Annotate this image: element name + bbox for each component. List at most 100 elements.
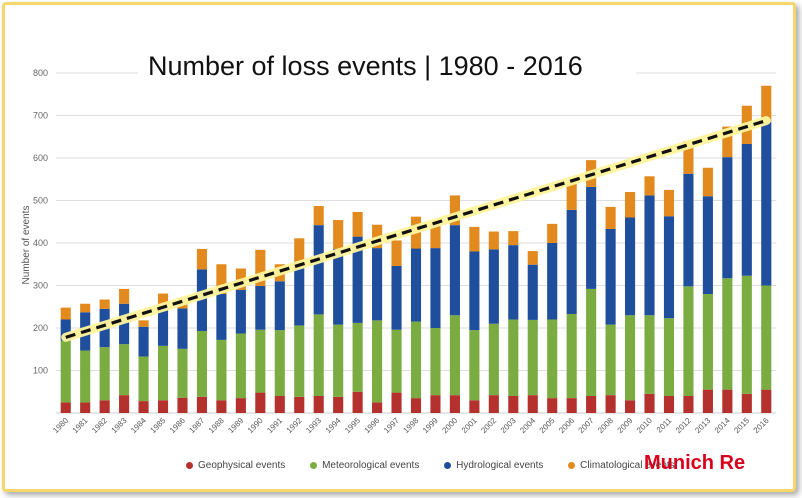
bar-segment [683,141,694,174]
x-tick-label: 2009 [616,416,635,435]
bar-segment [702,196,713,294]
bar-segment [586,288,597,396]
legend-item: Hydrological events [444,460,543,471]
legend-item: Meteorological events [310,460,419,471]
bar-segment [99,400,110,413]
bar-segment [119,395,130,413]
legend-label: Climatological events [580,460,675,471]
bar-segment [372,248,383,321]
x-tick-label: 1990 [246,416,265,435]
bar-segment [157,400,169,413]
x-tick-label: 2014 [713,416,732,435]
bar-segment [274,281,285,331]
x-tick-label: 1985 [148,416,167,435]
bar-segment [119,288,130,304]
trendline [61,116,771,342]
bar-segment [235,333,246,399]
bar-segment [722,278,733,390]
bar-segment [235,398,246,413]
bar-segment [761,389,772,413]
y-tick-label: 200 [33,323,48,333]
bar-segment [605,206,616,229]
bar-segment [527,319,538,396]
bar-segment [469,226,480,252]
bar-segment [527,251,538,265]
bar-segment [469,400,480,413]
legend-label: Geophysical events [198,460,286,471]
bar-segment [761,285,772,390]
x-tick-label: 2002 [479,416,498,435]
chart-title: Number of loss events | 1980 - 2016 [148,51,583,81]
y-tick-label: 700 [33,111,48,121]
bar-segment [644,195,655,316]
bar-segment [547,223,558,243]
bar-segment [683,173,694,287]
x-tick-label: 2007 [577,416,596,435]
bar-segment [488,395,499,413]
y-tick-label: 400 [33,238,48,248]
bar-segment [138,401,149,413]
bar-segment [333,324,344,397]
bar-segment [391,265,402,330]
bar-segment [449,395,460,413]
bar-segment [469,330,480,401]
bar-segment [313,314,324,396]
bar-segment [157,305,169,346]
bar-segment [644,176,655,196]
bar-segment [157,293,169,306]
bar-segment [410,321,422,399]
bar-segment [508,319,519,396]
bar-segment [508,396,519,413]
munich-re-logo: Munich Re [644,452,746,474]
bar-segment [177,308,188,349]
bar-segment [333,248,344,325]
bar-segment [60,402,71,413]
bar-segment [274,330,285,396]
bar-segment [605,395,616,413]
bar-segment [177,348,188,398]
bar-segment [624,217,636,316]
bar-segment [196,269,208,331]
trendline-dashed [65,119,767,339]
y-tick-labels: 100 200 300 400 500 600 700 800 [33,68,48,376]
bar-segment [391,240,402,266]
bar-segment [605,324,616,396]
bar-segment [761,121,772,286]
legend-item: Geophysical events [186,460,285,471]
legend-label: Hydrological events [456,460,544,471]
x-tick-label: 1981 [71,416,90,435]
x-tick-label: 2008 [596,416,615,435]
x-tick-label: 1991 [265,416,284,435]
bar-segment [605,228,616,325]
bar-segment [430,395,441,413]
y-tick-label: 600 [33,153,48,163]
bar-segment [372,402,383,413]
bar-segment [410,398,422,413]
bar-segment [488,231,499,250]
bar-segment [80,303,91,313]
bar-segment [196,396,208,413]
bar-segment [547,243,558,320]
x-tick-label: 1992 [285,416,304,435]
bar-segment [566,313,577,399]
bar-segment [138,320,149,327]
x-tick-label: 1997 [382,416,401,435]
x-tick-label: 2010 [635,416,654,435]
x-tick-label: 1999 [421,416,440,435]
x-tick-label: 1984 [129,416,148,435]
bar-segment [508,231,519,246]
x-tick-labels: 1980 1981 1982 1983 1984 1985 1986 1987 1988 1989… [51,416,771,435]
bar-segment [80,402,91,413]
title-background [138,48,636,88]
bar-segment [313,206,324,226]
bar-segment [333,396,344,413]
bar-segment [644,393,655,413]
bar-segment [352,236,363,323]
bar-segment [80,350,91,403]
bar-segment [702,294,713,390]
bar-segment [508,245,519,320]
bar-segment [60,307,71,320]
bar-segment [741,275,752,394]
bar-segment [547,319,558,399]
bar-segment [196,330,208,397]
